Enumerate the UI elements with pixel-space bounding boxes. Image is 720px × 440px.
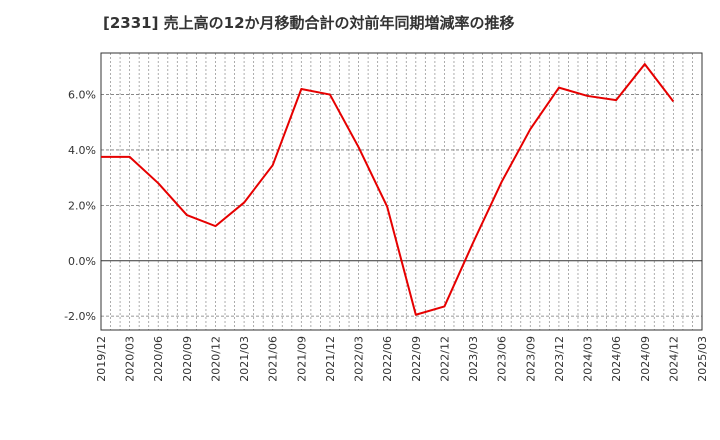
x-tick-label: 2024/06	[610, 336, 623, 382]
plot-area-frame	[100, 52, 703, 331]
x-tick-label: 2025/03	[696, 336, 709, 382]
series-line	[101, 63, 675, 316]
x-tick-label: 2024/09	[639, 336, 652, 382]
x-tick-label: 2024/12	[667, 336, 680, 382]
y-tick-label: 4.0%	[68, 144, 96, 157]
x-tick-label: 2024/03	[582, 336, 595, 382]
series-layer	[101, 63, 675, 316]
x-tick-label: 2022/12	[438, 336, 451, 382]
grid-layer	[101, 53, 702, 330]
x-tick-label: 2023/03	[467, 336, 480, 382]
chart-title: [2331] 売上高の12か月移動合計の対前年同期増減率の推移	[103, 14, 515, 32]
x-tick-label: 2020/12	[209, 336, 222, 382]
x-tick-label: 2023/06	[496, 336, 509, 382]
x-tick-label: 2021/09	[295, 336, 308, 382]
x-tick-label: 2020/09	[181, 336, 194, 382]
x-tick-label: 2020/03	[124, 336, 137, 382]
x-tick-label: 2021/12	[324, 336, 337, 382]
y-tick-label: 6.0%	[68, 89, 96, 102]
x-tick-label: 2022/09	[410, 336, 423, 382]
x-tick-label: 2020/06	[152, 336, 165, 382]
y-tick-label: 0.0%	[68, 255, 96, 268]
x-axis-tick-labels: 2019/12 2020/03 2020/06 2020/09 2020/12 2021/…	[95, 336, 709, 382]
y-axis-tick-labels: -2.0% 0.0% 2.0% 4.0% 6.0%	[64, 89, 96, 324]
x-tick-label: 2021/03	[238, 336, 251, 382]
y-tick-label: -2.0%	[64, 310, 96, 323]
x-tick-label: 2019/12	[95, 336, 108, 382]
x-tick-label: 2023/09	[524, 336, 537, 382]
y-tick-label: 2.0%	[68, 199, 96, 212]
x-tick-label: 2021/06	[267, 336, 280, 382]
x-tick-label: 2023/12	[553, 336, 566, 382]
x-tick-label: 2022/03	[353, 336, 366, 382]
x-tick-label: 2022/06	[381, 336, 394, 382]
